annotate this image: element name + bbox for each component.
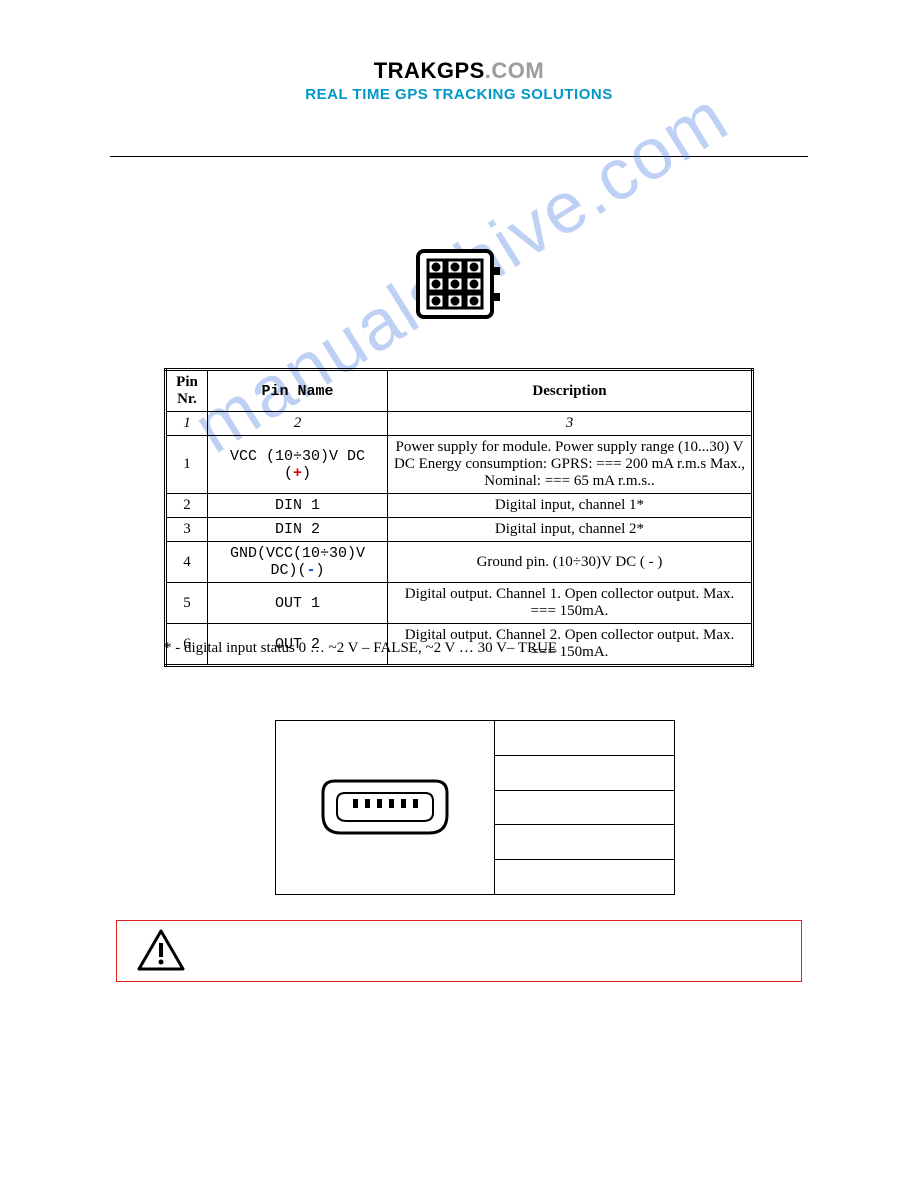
pin-name: VCC (10÷30)V DC (+): [208, 436, 388, 494]
pin-table: Pin Nr. Pin Name Description 1 2 3 1VCC …: [164, 368, 754, 667]
col-header-pin-nr: Pin Nr.: [166, 370, 208, 412]
usb-row: [495, 721, 674, 756]
pin-table-head: Pin Nr. Pin Name Description 1 2 3: [166, 370, 753, 436]
page-header: TRAKGPS.COM REAL TIME GPS TRACKING SOLUT…: [0, 58, 918, 103]
usb-pinout-box: [275, 720, 675, 895]
pin-name: DIN 1: [208, 494, 388, 518]
brand-part-a: TRAKGPS: [374, 58, 485, 83]
usb-row: [495, 791, 674, 826]
table-row: 2DIN 1Digital input, channel 1*: [166, 494, 753, 518]
pin-description: Power supply for module. Power supply ra…: [388, 436, 753, 494]
brand-tagline: REAL TIME GPS TRACKING SOLUTIONS: [0, 86, 918, 103]
pin-nr: 4: [166, 542, 208, 583]
usb-row: [495, 825, 674, 860]
pin-nr: 1: [166, 436, 208, 494]
pin-name: GND(VCC(10÷30)V DC)(-): [208, 542, 388, 583]
pin-name: OUT 1: [208, 583, 388, 624]
usb-connector-cell: [276, 721, 495, 894]
table-row: 4GND(VCC(10÷30)V DC)(-)Ground pin. (10÷3…: [166, 542, 753, 583]
table-row: 3DIN 2Digital input, channel 2*: [166, 518, 753, 542]
pin-nr: 3: [166, 518, 208, 542]
brand-name: TRAKGPS.COM: [374, 58, 545, 84]
pin-table-body: 1VCC (10÷30)V DC (+)Power supply for mod…: [166, 436, 753, 666]
col-index-2: 2: [208, 412, 388, 436]
table-row: 1VCC (10÷30)V DC (+)Power supply for mod…: [166, 436, 753, 494]
usb-row: [495, 860, 674, 894]
pin-nr: 2: [166, 494, 208, 518]
warning-box: [116, 920, 802, 982]
col-header-description: Description: [388, 370, 753, 412]
usb-row: [495, 756, 674, 791]
table-row: 5OUT 1Digital output. Channel 1. Open co…: [166, 583, 753, 624]
table-footnote: * - digital input status 0 … ~2 V – FALS…: [164, 640, 557, 657]
pin-description: Digital output. Channel 1. Open collecto…: [388, 583, 753, 624]
connector-diagram: [414, 245, 504, 328]
usb-pin-rows: [495, 721, 674, 894]
pin-description: Digital input, channel 2*: [388, 518, 753, 542]
col-header-pin-name: Pin Name: [208, 370, 388, 412]
col-index-3: 3: [388, 412, 753, 436]
warning-icon: [137, 929, 185, 973]
pin-name: DIN 2: [208, 518, 388, 542]
col-index-1: 1: [166, 412, 208, 436]
pin-nr: 5: [166, 583, 208, 624]
pin-description: Ground pin. (10÷30)V DC ( - ): [388, 542, 753, 583]
brand-part-b: .COM: [485, 58, 544, 83]
header-divider: [110, 156, 808, 157]
pin-description: Digital input, channel 1*: [388, 494, 753, 518]
